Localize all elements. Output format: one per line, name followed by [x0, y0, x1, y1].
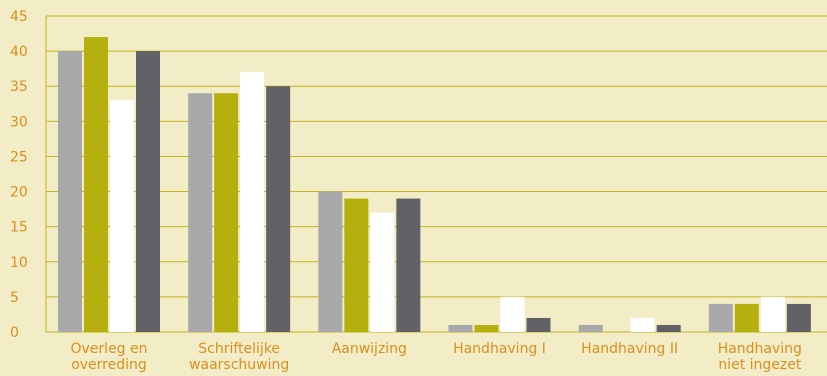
bar-series-4-category-6: [786, 303, 811, 332]
x-tick-label-line: niet ingezet: [718, 357, 802, 373]
bar-series-3-category-3: [370, 212, 395, 332]
bar-series-4-category-3: [396, 198, 421, 332]
bar-series-1-category-2: [188, 93, 213, 332]
bar-series-1-category-4: [448, 324, 473, 332]
bar-series-2-category-1: [84, 37, 108, 333]
bar-series-3-category-1: [110, 100, 134, 333]
y-tick-label: 30: [10, 114, 28, 130]
y-tick-label: 40: [10, 44, 28, 60]
bar-series-4-category-5: [656, 324, 681, 332]
x-tick-label-line: Handhaving I: [453, 341, 546, 357]
x-tick-label: Handhaving niet ingezet: [718, 341, 802, 373]
y-tick-label: 5: [10, 290, 19, 306]
gridlines: [45, 15, 827, 333]
x-tick-label: Aanwijzing: [332, 341, 407, 357]
bar-series-2-category-6: [734, 303, 759, 332]
x-tick-label-line: Aanwijzing: [332, 341, 407, 357]
x-tick-label: Handhaving I: [453, 341, 546, 357]
x-tick-label-line: waarschuwing: [189, 357, 289, 373]
x-tick-label-line: Schriftelijke: [198, 341, 280, 357]
y-tick-label: 35: [10, 79, 28, 95]
x-axis-labels: Overleg en overreding Schriftelijke waarsch…: [71, 341, 802, 373]
y-tick-label: 0: [10, 325, 19, 341]
x-tick-label: Handhaving II: [581, 341, 678, 357]
x-tick-label: Overleg en overreding: [71, 341, 148, 373]
y-tick-label: 45: [10, 9, 28, 25]
x-tick-label-line: overreding: [71, 357, 147, 373]
x-tick-label-line: Handhaving II: [581, 341, 678, 357]
bar-series-1-category-3: [318, 191, 343, 332]
bars: [58, 37, 811, 333]
bar-series-3-category-4: [500, 296, 525, 332]
bar-series-3-category-2: [240, 72, 265, 332]
y-tick-label: 20: [10, 185, 28, 201]
bar-series-1-category-1: [58, 51, 82, 332]
bar-series-4-category-4: [526, 317, 551, 332]
bar-series-4-category-2: [266, 86, 291, 332]
bar-series-4-category-1: [136, 51, 160, 332]
y-tick-label: 10: [10, 255, 28, 271]
y-tick-label: 25: [10, 149, 28, 165]
bar-series-2-category-3: [344, 198, 369, 332]
x-tick-label: Schriftelijke waarschuwing: [189, 341, 289, 373]
x-tick-label-line: Overleg en: [71, 341, 148, 357]
bar-series-3-category-5: [630, 317, 655, 332]
bar-series-2-category-4: [474, 324, 499, 332]
bar-series-1-category-5: [578, 324, 603, 332]
bar-series-1-category-6: [708, 303, 733, 332]
y-axis-ticks: 0 5 10 15 20 25 30 35 40 45: [10, 9, 28, 341]
bar-series-2-category-2: [214, 93, 239, 332]
y-tick-label: 15: [10, 220, 28, 236]
x-tick-label-line: Handhaving: [718, 341, 802, 357]
bar-series-3-category-6: [760, 296, 785, 332]
